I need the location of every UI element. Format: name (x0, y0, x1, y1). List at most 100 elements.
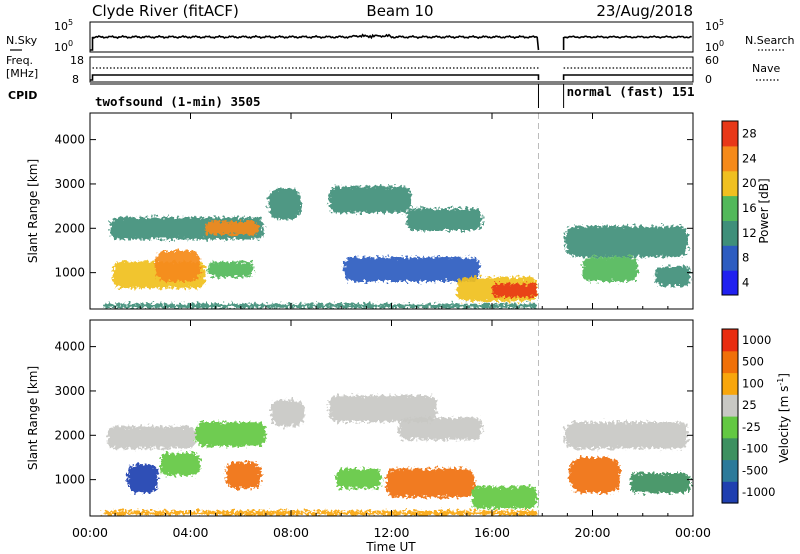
freq-label-line1: Freq. (6, 54, 33, 67)
power-colorbar-swatch-4 (722, 170, 738, 197)
velocity-ylabel: Slant Range [km] (26, 366, 40, 470)
velocity-blob-13 (630, 473, 691, 493)
beam-title: Beam 10 (366, 2, 433, 20)
velocity-blob-7 (399, 417, 482, 440)
velocity-colorbar-swatch-0 (722, 481, 738, 504)
velocity-panel: 1000 2000 3000 4000 Slant Range [km] 1000 50… (26, 319, 791, 517)
power-colorbar-swatch-5 (722, 145, 738, 172)
power-colorbar-tick-3: 16 (742, 201, 757, 215)
nsky-frame (89, 21, 694, 53)
power-ytick-label-1: 2000 (54, 221, 85, 235)
power-colorbar-swatch-6 (722, 121, 738, 147)
velocity-colorbar-tick-5: -100 (742, 442, 768, 456)
x-tick-label-4: 16:00 (474, 525, 510, 540)
power-blob-5 (268, 188, 302, 220)
velocity-blob-12 (569, 457, 621, 493)
velocity-blob-6 (328, 395, 437, 422)
power-blob-6 (328, 186, 412, 213)
freq-panel: Freq. [MHz] 18 8 60 0 Nave (6, 54, 780, 86)
cpid-label: CPID (8, 89, 37, 102)
nsky-trace (90, 33, 692, 51)
nsearch-label: N.Search (745, 34, 795, 47)
freq-tick-bottom: 8 (72, 73, 79, 86)
velocity-blob-5 (270, 399, 304, 427)
velocity-colorbar-tick-4: -25 (742, 420, 761, 434)
nsearch-tick-bottom: 100 (705, 39, 724, 54)
velocity-ytick-label-0: 1000 (54, 473, 85, 487)
freq-trace (90, 74, 693, 81)
velocity-colorbar-tick-6: -500 (742, 463, 768, 477)
velocity-blob-1 (195, 422, 266, 447)
power-blob-7 (406, 208, 482, 231)
power-blob-14 (102, 303, 538, 309)
x-tick-label-2: 08:00 (273, 525, 309, 540)
velocity-colorbar-swatch-7 (722, 329, 738, 352)
velocity-colorbar-tick-7: -1000 (742, 485, 775, 499)
power-heatmap (102, 186, 691, 309)
x-tick-label-3: 12:00 (373, 525, 409, 540)
x-tick-label-5: 20:00 (574, 525, 610, 540)
power-colorbar: 28 24 20 16 12 8 4 (721, 120, 757, 296)
x-axis-label: Time UT (365, 540, 416, 554)
power-blob-3 (205, 221, 259, 235)
nsky-panel: N.Sky 105 100 105 100 N.Search (6, 18, 795, 54)
power-colorbar-swatch-2 (722, 220, 738, 246)
cpid-segment-twofsound: twofsound (1-min) 3505 (95, 94, 261, 109)
velocity-blob-11 (564, 422, 688, 449)
velocity-ytick-label-3: 4000 (54, 340, 85, 354)
velocity-colorbar-frame (721, 328, 739, 504)
power-blob-13 (655, 266, 691, 286)
x-tick-label-0: 00:00 (72, 525, 108, 540)
nsky-tick-bottom: 100 (54, 39, 73, 54)
power-colorbar-tick-6: 4 (742, 276, 749, 290)
power-panel: 1000 2000 3000 4000 Slant Range [km] 28 24 20… (26, 112, 771, 310)
velocity-ytick-label-1: 2000 (54, 428, 85, 442)
power-blob-8 (343, 257, 480, 282)
velocity-blob-2 (127, 464, 158, 493)
velocity-colorbar-swatch-4 (722, 394, 738, 417)
power-colorbar-tick-4: 12 (742, 226, 757, 240)
power-colorbar-swatch-0 (722, 270, 738, 296)
velocity-blob-3 (160, 453, 201, 476)
velocity-colorbar-swatch-6 (722, 350, 738, 374)
velocity-heatmap (102, 395, 691, 516)
velocity-colorbar-tick-2: 100 (742, 376, 764, 390)
x-tick-label-1: 04:00 (172, 525, 208, 540)
velocity-y-axis: 1000 2000 3000 4000 (54, 340, 693, 487)
power-colorbar-label: Power [dB] (757, 178, 771, 243)
velocity-colorbar-swatch-5 (722, 372, 738, 395)
nave-tick-top: 60 (705, 54, 719, 67)
velocity-colorbar-tick-1: 500 (742, 355, 764, 369)
power-colorbar-swatch-1 (722, 245, 738, 271)
velocity-blob-10 (471, 486, 538, 509)
velocity-blob-8 (336, 468, 382, 489)
date-title: 23/Aug/2018 (596, 2, 693, 20)
cpid-panel: CPID twofsound (1-min) 3505 normal (fast… (8, 83, 695, 109)
velocity-colorbar: 1000 500 100 25 -25 -100 -500 -1000 (721, 328, 775, 504)
x-axis: 00:00 04:00 08:00 12:00 16:00 20:00 00:00 (72, 113, 711, 540)
nave-tick-bottom: 0 (705, 73, 712, 86)
velocity-colorbar-swatch-1 (722, 459, 738, 482)
power-blob-11 (564, 226, 688, 258)
power-blob-10 (492, 283, 538, 297)
power-blob-4 (208, 261, 254, 278)
velocity-blob-4 (225, 461, 261, 489)
power-y-axis: 1000 2000 3000 4000 (54, 133, 693, 280)
velocity-colorbar-tick-0: 1000 (742, 333, 771, 347)
power-ylabel: Slant Range [km] (26, 159, 40, 263)
freq-tick-top: 18 (70, 54, 84, 67)
nsky-label: N.Sky (6, 34, 38, 47)
velocity-blob-9 (386, 468, 475, 498)
power-blob-1 (155, 250, 201, 282)
power-blob-12 (582, 257, 638, 282)
velocity-blob-0 (107, 426, 196, 449)
power-colorbar-tick-1: 24 (742, 151, 757, 165)
power-colorbar-tick-0: 28 (742, 126, 757, 140)
nave-label: Nave (752, 62, 780, 75)
power-ytick-label-0: 1000 (54, 266, 85, 280)
power-ytick-label-3: 4000 (54, 133, 85, 147)
power-colorbar-tick-2: 20 (742, 176, 757, 190)
power-colorbar-frame (721, 120, 739, 296)
nsearch-tick-top: 105 (705, 18, 724, 33)
velocity-colorbar-swatch-2 (722, 437, 738, 461)
